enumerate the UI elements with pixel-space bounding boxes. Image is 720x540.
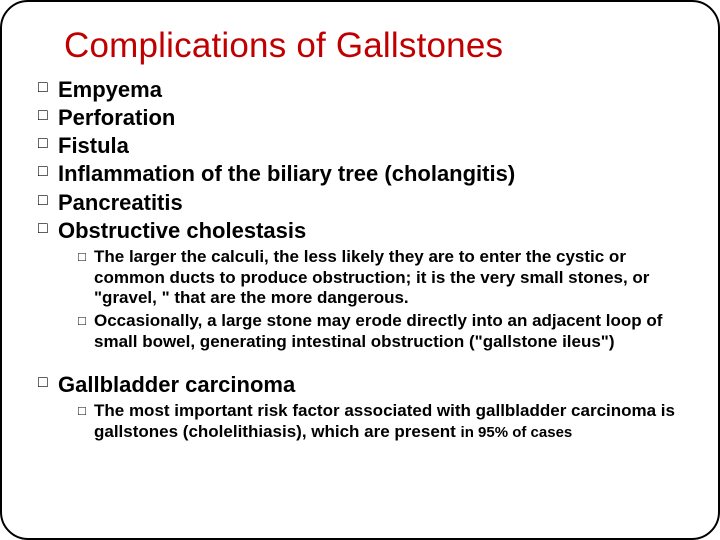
sub-list-item: Occasionally, a large stone may erode di… xyxy=(58,311,682,352)
slide-title: Complications of Gallstones xyxy=(64,26,682,66)
list-item-label: Gallbladder carcinoma xyxy=(58,372,295,397)
list-item: Obstructive cholestasis The larger the c… xyxy=(38,217,682,353)
bullet-list-2: Gallbladder carcinoma The most important… xyxy=(38,371,682,443)
list-item: Empyema xyxy=(38,76,682,104)
sub-list-item: The most important risk factor associate… xyxy=(58,401,682,442)
sub-list: The larger the calculi, the less likely … xyxy=(58,247,682,353)
list-item: Fistula xyxy=(38,132,682,160)
spacer xyxy=(38,355,682,371)
slide-frame: Complications of Gallstones Empyema Perf… xyxy=(0,0,720,540)
list-item: Perforation xyxy=(38,104,682,132)
bullet-list: Empyema Perforation Fistula Inflammation… xyxy=(38,76,682,353)
list-item: Pancreatitis xyxy=(38,189,682,217)
sub-list: The most important risk factor associate… xyxy=(58,401,682,442)
list-item: Gallbladder carcinoma The most important… xyxy=(38,371,682,443)
sub-text-b: in 95% of cases xyxy=(461,424,573,441)
list-item-label: Obstructive cholestasis xyxy=(58,218,306,243)
sub-list-item: The larger the calculi, the less likely … xyxy=(58,247,682,309)
list-item: Inflammation of the biliary tree (cholan… xyxy=(38,160,682,188)
sub-text-a: The most important risk factor associate… xyxy=(94,401,675,441)
